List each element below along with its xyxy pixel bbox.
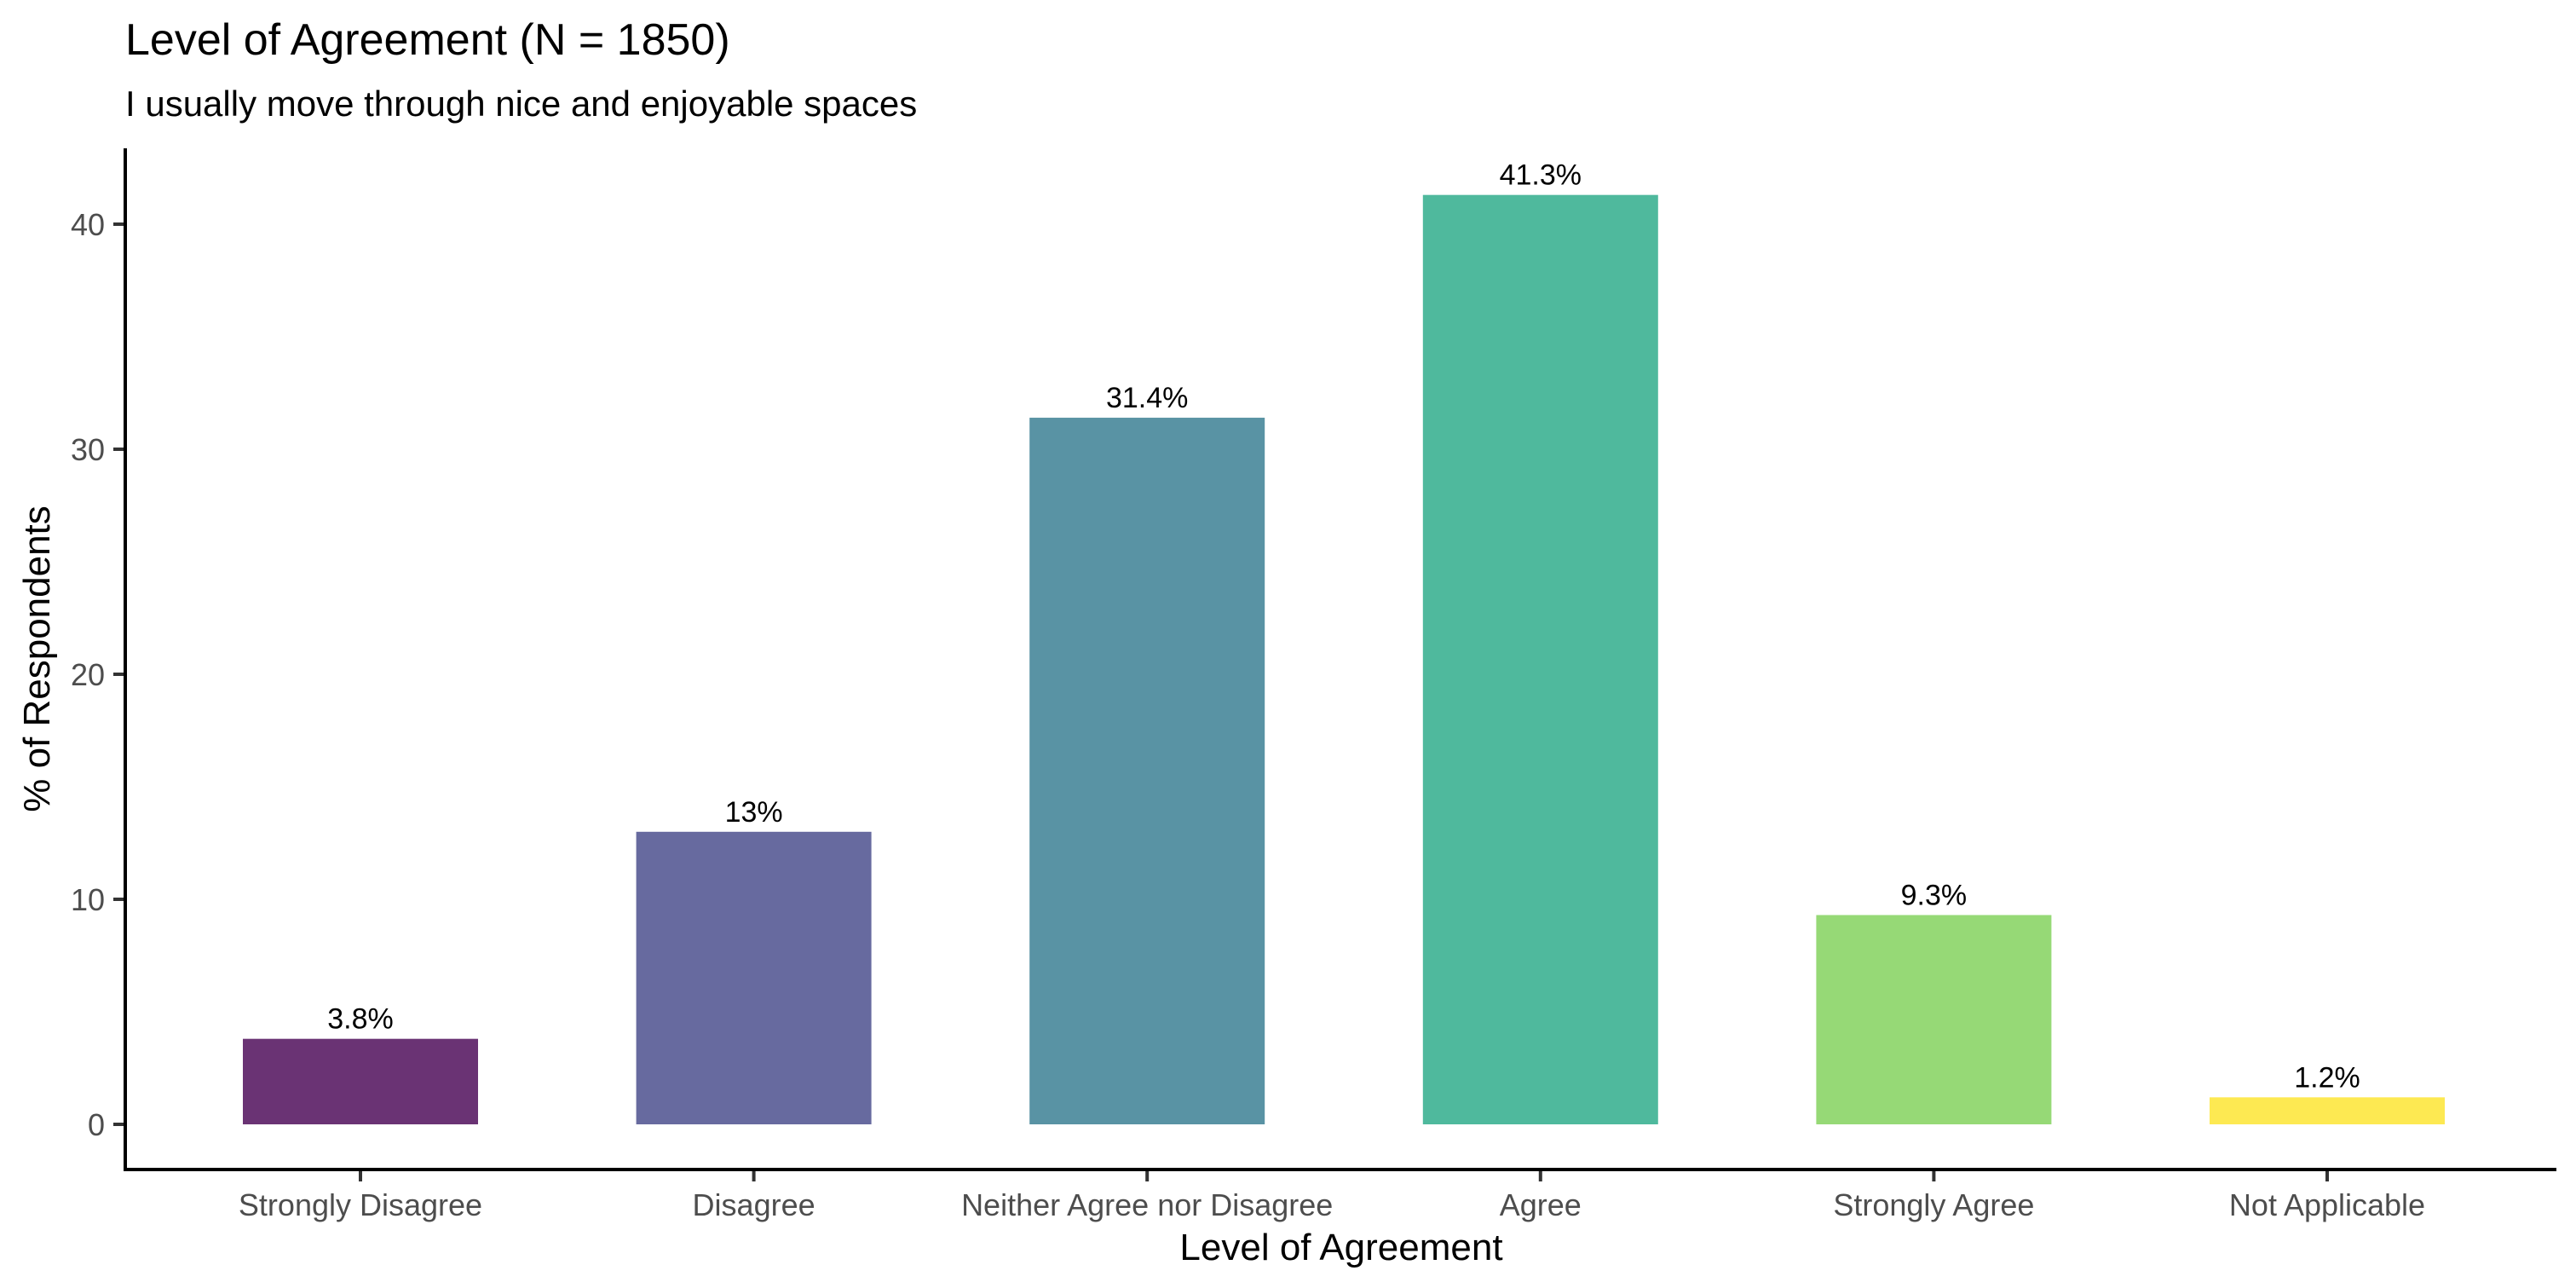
data-label: 31.4%: [1106, 382, 1188, 414]
bar: [1029, 418, 1265, 1124]
x-tick-label: Neither Agree nor Disagree: [961, 1187, 1333, 1222]
bar: [243, 1038, 478, 1124]
bars: 3.8% 13% 31.4% 41.3% 9.3% 1.2%: [243, 159, 2445, 1125]
chart-subtitle: I usually move through nice and enjoyabl…: [125, 84, 917, 124]
x-tick-label: Disagree: [693, 1187, 815, 1222]
data-label: 1.2%: [2294, 1061, 2360, 1094]
bar: [636, 831, 872, 1124]
x-axis-title: Level of Agreement: [1179, 1227, 1502, 1268]
y-axis-title: % of Respondents: [16, 505, 58, 812]
x-tick-label: Strongly Agree: [1833, 1187, 2034, 1222]
bar: [2210, 1097, 2445, 1124]
bar: [1816, 915, 2052, 1124]
bar: [1422, 194, 1658, 1125]
y-tick-label: 20: [71, 657, 105, 692]
x-axis-ticks: Strongly Disagree Disagree Neither Agree n…: [239, 1170, 2425, 1222]
x-tick-label: Agree: [1500, 1187, 1582, 1222]
x-tick-label: Strongly Disagree: [239, 1187, 482, 1222]
data-label: 9.3%: [1901, 879, 1968, 911]
y-axis-ticks: 0 10 20 30 40: [71, 207, 125, 1142]
x-tick-label: Not Applicable: [2229, 1187, 2425, 1222]
y-tick-label: 10: [71, 882, 105, 917]
y-tick-label: 30: [71, 432, 105, 467]
y-tick-label: 0: [88, 1107, 105, 1142]
chart-title: Level of Agreement (N = 1850): [125, 15, 730, 65]
data-label: 41.3%: [1500, 159, 1582, 192]
y-tick-label: 40: [71, 207, 105, 242]
data-label: 13%: [725, 796, 783, 829]
data-label: 3.8%: [327, 1003, 394, 1036]
